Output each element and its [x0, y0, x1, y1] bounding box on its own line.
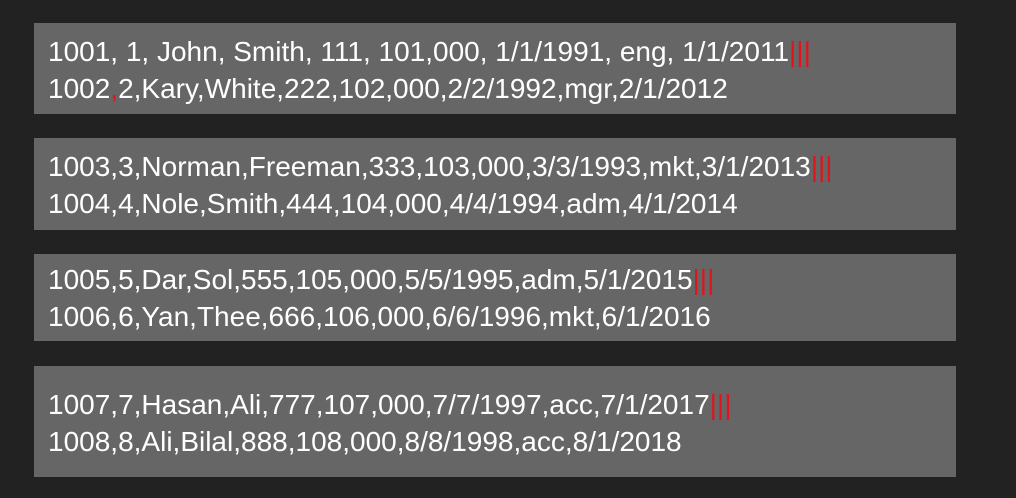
record-text: 1005,5,Dar,Sol,555,105,000,5/5/1995,adm,… [48, 264, 693, 295]
highlighted-comma: , [110, 73, 119, 104]
record-text-rest: 2,Kary,White,222,102,000,2/2/1992,mgr,2/… [118, 73, 728, 104]
record-text: 1007,7,Hasan,Ali,777,107,000,7/7/1997,ac… [48, 389, 710, 420]
record-text-start: 1002 [48, 73, 111, 104]
record-block-4: 1007,7,Hasan,Ali,777,107,000,7/7/1997,ac… [34, 366, 956, 477]
record-line-1006: 1006,6,Yan,Thee,666,106,000,6/6/1996,mkt… [48, 301, 711, 332]
record-line-1005: 1005,5,Dar,Sol,555,105,000,5/5/1995,adm,… [48, 261, 956, 298]
record-line-1007: 1007,7,Hasan,Ali,777,107,000,7/7/1997,ac… [48, 386, 956, 423]
record-text: 1003,3,Norman,Freeman,333,103,000,3/3/19… [48, 151, 811, 182]
record-delimiter: ||| [789, 36, 811, 67]
record-line-1004: 1004,4,Nole,Smith,444,104,000,4/4/1994,a… [48, 188, 738, 219]
record-block-2: 1003,3,Norman,Freeman,333,103,000,3/3/19… [34, 138, 956, 230]
record-block-1: 1001, 1, John, Smith, 111, 101,000, 1/1/… [34, 23, 956, 114]
record-delimiter: ||| [810, 151, 833, 182]
record-block-3: 1005,5,Dar,Sol,555,105,000,5/5/1995,adm,… [34, 254, 956, 341]
record-line-1008: 1008,8,Ali,Bilal,888,108,000,8/8/1998,ac… [48, 426, 682, 457]
record-line-1003: 1003,3,Norman,Freeman,333,103,000,3/3/19… [48, 148, 956, 185]
record-line-1002: 1002,2,Kary,White,222,102,000,2/2/1992,m… [48, 70, 956, 107]
record-delimiter: ||| [709, 389, 732, 420]
record-delimiter: ||| [692, 264, 715, 295]
record-line-1001: 1001, 1, John, Smith, 111, 101,000, 1/1/… [48, 33, 956, 70]
record-text: 1001, 1, John, Smith, 111, 101,000, 1/1/… [48, 36, 790, 67]
